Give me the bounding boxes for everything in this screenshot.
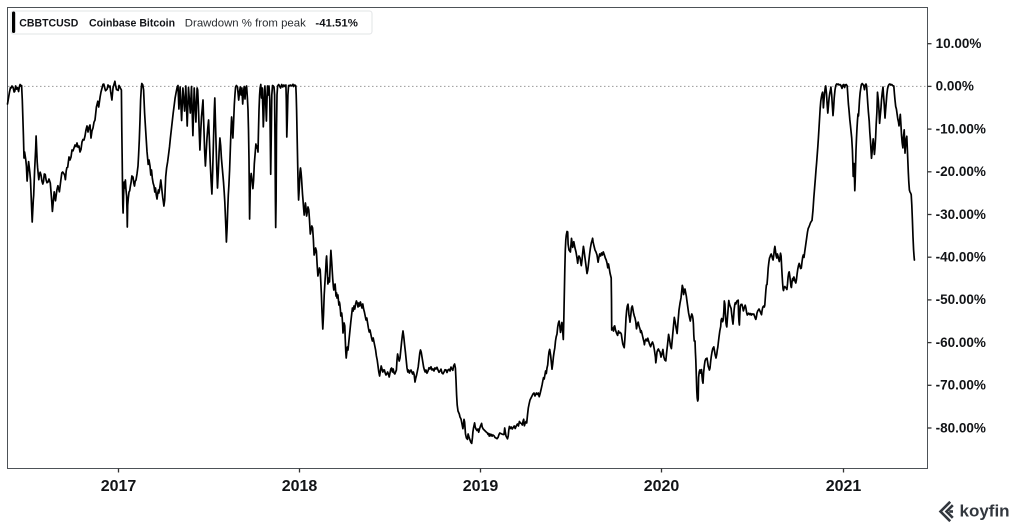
svg-text:2020: 2020 <box>644 478 680 495</box>
svg-text:koyfin: koyfin <box>960 502 1010 521</box>
svg-text:-70.00%: -70.00% <box>936 378 986 393</box>
svg-text:-30.00%: -30.00% <box>936 207 986 222</box>
svg-text:2017: 2017 <box>101 478 137 495</box>
svg-text:-20.00%: -20.00% <box>936 164 986 179</box>
svg-text:Coinbase Bitcoin: Coinbase Bitcoin <box>89 18 175 30</box>
svg-text:-80.00%: -80.00% <box>936 420 986 435</box>
svg-text:-60.00%: -60.00% <box>936 335 986 350</box>
svg-text:-41.51%: -41.51% <box>315 18 358 30</box>
svg-text:CBBTCUSD: CBBTCUSD <box>19 18 78 30</box>
svg-text:2018: 2018 <box>282 478 318 495</box>
svg-text:-10.00%: -10.00% <box>936 121 986 136</box>
svg-text:2021: 2021 <box>826 478 862 495</box>
svg-text:-50.00%: -50.00% <box>936 292 986 307</box>
svg-text:10.00%: 10.00% <box>936 36 982 51</box>
svg-text:0.00%: 0.00% <box>936 79 974 94</box>
svg-text:Drawdown % from peak: Drawdown % from peak <box>185 18 307 30</box>
svg-text:-40.00%: -40.00% <box>936 250 986 265</box>
svg-text:2019: 2019 <box>463 478 499 495</box>
